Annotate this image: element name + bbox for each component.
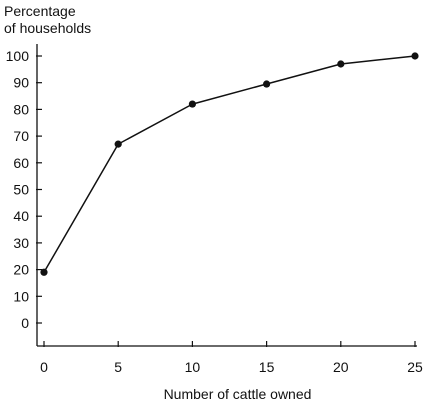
x-tick-label-0: 0 [40, 359, 48, 375]
x-tick-label-15: 15 [259, 359, 275, 375]
y-tick-label-10: 10 [13, 288, 29, 304]
y-axis-label-line-2: of households [4, 20, 92, 36]
data-point-5 [114, 140, 122, 148]
series [40, 52, 419, 276]
y-tick-label-70: 70 [13, 128, 29, 144]
y-axis-label-line-1: Percentage [4, 3, 76, 19]
y-tick-label-0: 0 [21, 315, 29, 331]
y-tick-label-40: 40 [13, 208, 29, 224]
y-tick-label-90: 90 [13, 75, 29, 91]
axes [36, 44, 417, 347]
x-tick-label-25: 25 [407, 359, 423, 375]
data-point-15 [263, 80, 271, 88]
y-tick-label-100: 100 [6, 48, 30, 64]
data-point-20 [337, 60, 345, 68]
x-tick-label-20: 20 [333, 359, 349, 375]
y-tick-label-60: 60 [13, 155, 29, 171]
data-point-10 [188, 100, 196, 108]
x-tick-label-10: 10 [185, 359, 201, 375]
x-ticks: 0 5 10 15 20 25 [40, 341, 423, 375]
x-axis-label: Number of cattle owned [163, 386, 312, 402]
y-tick-label-20: 20 [13, 262, 29, 278]
data-point-25 [411, 52, 419, 60]
y-tick-label-50: 50 [13, 182, 29, 198]
series-line-0 [43, 55, 416, 273]
y-tick-label-30: 30 [13, 235, 29, 251]
data-point-0 [40, 268, 48, 276]
y-tick-label-80: 80 [13, 101, 29, 117]
x-tick-label-5: 5 [114, 359, 122, 375]
y-ticks: 0 10 20 30 40 50 60 70 80 90 100 [6, 48, 42, 331]
